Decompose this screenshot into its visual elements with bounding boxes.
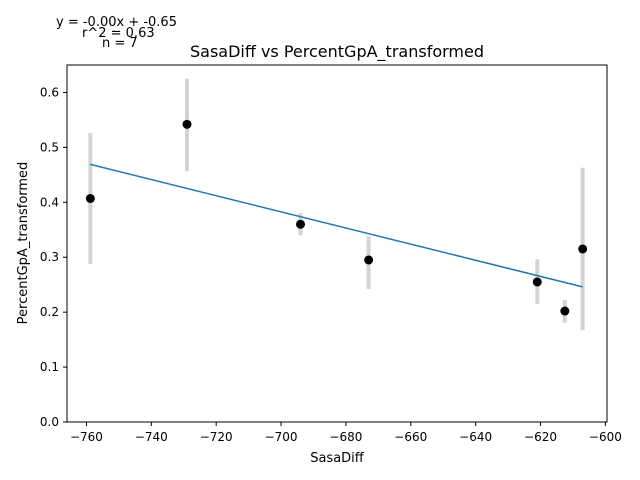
y-tick-label-6: 0.6 (40, 85, 59, 99)
fit-line (90, 163, 583, 288)
x-tick-label-0: −760 (70, 430, 103, 444)
data-point-4 (532, 277, 542, 287)
annotation-n: n = 7 (102, 36, 138, 51)
x-axis-label: SasaDiff (310, 451, 365, 466)
y-tick-label-4: 0.4 (40, 195, 59, 209)
data-point-5 (560, 306, 570, 316)
x-tick-label-3: −700 (265, 430, 298, 444)
fit-line-group (90, 163, 583, 288)
annotation-r2: r^2 = 0.63 (82, 26, 155, 41)
y-axis-label: PercentGpA_transformed (16, 162, 31, 325)
data-point-1 (182, 119, 192, 129)
data-point-2 (296, 219, 306, 229)
errorbar-group (88, 78, 585, 331)
x-tick-label-1: −740 (135, 430, 168, 444)
x-tick-label-5: −660 (394, 430, 427, 444)
data-point-0 (85, 193, 95, 203)
data-point-3 (364, 255, 374, 265)
y-axis-ticks: 0.0 0.1 0.2 0.3 0.4 0.5 0.6 (40, 85, 67, 429)
x-tick-label-4: −680 (329, 430, 362, 444)
y-tick-label-0: 0.0 (40, 415, 59, 429)
points-group (85, 119, 588, 316)
y-tick-label-2: 0.2 (40, 305, 59, 319)
data-point-6 (578, 244, 588, 254)
x-tick-label-2: −720 (200, 430, 233, 444)
x-axis-ticks: −760 −740 −720 −700 −680 −660 −640 −620 −600 (70, 422, 622, 444)
plot-area-frame (66, 64, 608, 423)
y-tick-label-5: 0.5 (40, 140, 59, 154)
y-tick-label-1: 0.1 (40, 360, 59, 374)
chart-title: SasaDiff vs PercentGpA_transformed (190, 42, 484, 62)
annotation-equation: y = -0.00x + -0.65 (56, 15, 177, 30)
x-tick-label-8: −600 (589, 430, 622, 444)
x-tick-label-7: −620 (524, 430, 557, 444)
y-tick-label-3: 0.3 (40, 250, 59, 264)
x-tick-label-6: −640 (459, 430, 492, 444)
